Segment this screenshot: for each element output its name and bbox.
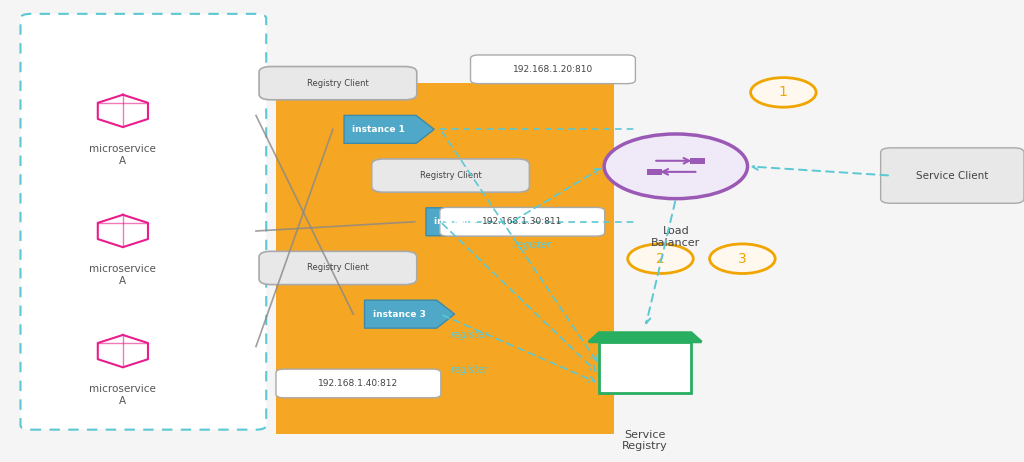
Text: instance 3: instance 3 bbox=[373, 310, 426, 319]
FancyBboxPatch shape bbox=[276, 83, 614, 434]
Text: instance 1: instance 1 bbox=[352, 125, 406, 134]
FancyBboxPatch shape bbox=[440, 207, 604, 236]
FancyBboxPatch shape bbox=[259, 251, 417, 285]
FancyBboxPatch shape bbox=[275, 369, 440, 398]
Text: register: register bbox=[451, 330, 488, 340]
Polygon shape bbox=[589, 333, 701, 342]
FancyBboxPatch shape bbox=[471, 55, 635, 84]
Text: 192.168.1.40:812: 192.168.1.40:812 bbox=[318, 379, 398, 388]
Polygon shape bbox=[344, 116, 434, 143]
Bar bbox=[647, 169, 662, 175]
Text: Registry Client: Registry Client bbox=[420, 171, 481, 180]
Circle shape bbox=[751, 78, 816, 107]
Bar bbox=[599, 342, 691, 393]
Text: 192.168.1.30:811: 192.168.1.30:811 bbox=[482, 217, 562, 226]
Text: instance 2: instance 2 bbox=[434, 217, 487, 226]
Circle shape bbox=[710, 244, 775, 274]
Text: Service Client: Service Client bbox=[916, 170, 988, 181]
Text: Registry Client: Registry Client bbox=[307, 79, 369, 88]
Circle shape bbox=[628, 244, 693, 274]
Text: 3: 3 bbox=[738, 252, 746, 266]
Text: 2: 2 bbox=[656, 252, 665, 266]
Text: register: register bbox=[513, 240, 552, 250]
Text: 1: 1 bbox=[779, 85, 787, 99]
Circle shape bbox=[604, 134, 748, 199]
Text: 192.168.1.20:810: 192.168.1.20:810 bbox=[513, 65, 593, 74]
Text: microservice
A: microservice A bbox=[89, 384, 157, 406]
FancyBboxPatch shape bbox=[259, 67, 417, 100]
Polygon shape bbox=[426, 208, 516, 236]
FancyBboxPatch shape bbox=[372, 159, 529, 192]
Text: microservice
A: microservice A bbox=[89, 264, 157, 286]
FancyBboxPatch shape bbox=[20, 14, 266, 430]
Text: Load
Balancer: Load Balancer bbox=[651, 226, 700, 248]
Text: microservice
A: microservice A bbox=[89, 144, 157, 166]
Text: Registry Client: Registry Client bbox=[307, 263, 369, 273]
FancyBboxPatch shape bbox=[881, 148, 1024, 203]
Text: register: register bbox=[451, 365, 488, 375]
Polygon shape bbox=[365, 300, 455, 328]
Text: Service
Registry: Service Registry bbox=[623, 430, 668, 451]
Bar bbox=[690, 158, 705, 164]
